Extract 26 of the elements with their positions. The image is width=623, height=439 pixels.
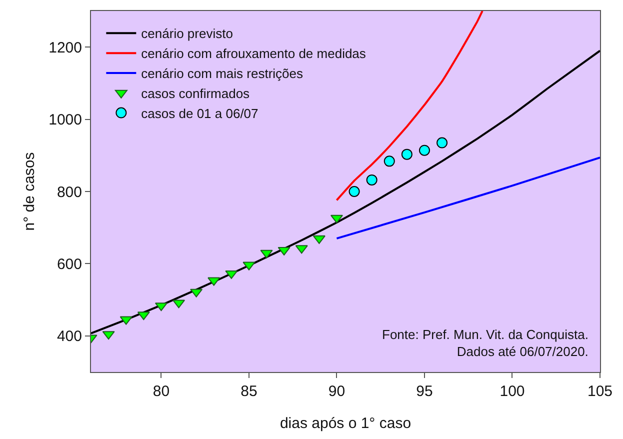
annotation: Fonte: Pref. Mun. Vit. da Conquista. Dados até 06/07/2020. bbox=[382, 327, 588, 359]
legend-label: casos de 01 a 06/07 bbox=[141, 106, 258, 121]
point bbox=[401, 148, 412, 160]
point bbox=[418, 144, 430, 156]
y-tick-label: 400 bbox=[56, 328, 82, 346]
point bbox=[436, 137, 448, 148]
y-tick-label: 1000 bbox=[48, 112, 82, 129]
y-axis-title: n° de casos bbox=[20, 152, 38, 231]
legend-label: cenário com afrouxamento de medidas bbox=[141, 46, 366, 62]
y-tick-label: 800 bbox=[56, 184, 82, 201]
line-series bbox=[336, 156, 600, 240]
point bbox=[366, 174, 378, 186]
x-axis-title: dias após o 1° caso bbox=[280, 415, 412, 432]
x-tick-label: 105 bbox=[587, 383, 613, 400]
x-tick-label: 80 bbox=[152, 383, 170, 400]
legend-label: cenário previsto bbox=[141, 26, 233, 42]
legend-label: casos confirmados bbox=[141, 86, 250, 101]
x-tick-label: 100 bbox=[500, 383, 525, 400]
point bbox=[348, 186, 360, 197]
x-tick-label: 90 bbox=[328, 383, 346, 400]
x-tick-label: 85 bbox=[240, 383, 258, 400]
point bbox=[384, 156, 395, 167]
y-tick-label: 600 bbox=[56, 256, 82, 273]
y-tick-label: 1200 bbox=[48, 39, 82, 56]
legend-label: cenário com mais restrições bbox=[141, 66, 304, 82]
x-tick-label: 95 bbox=[416, 383, 433, 400]
